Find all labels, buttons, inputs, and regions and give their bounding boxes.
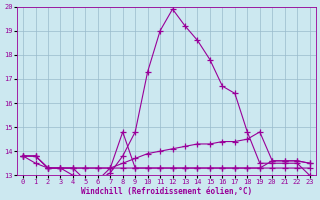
X-axis label: Windchill (Refroidissement éolien,°C): Windchill (Refroidissement éolien,°C): [81, 187, 252, 196]
